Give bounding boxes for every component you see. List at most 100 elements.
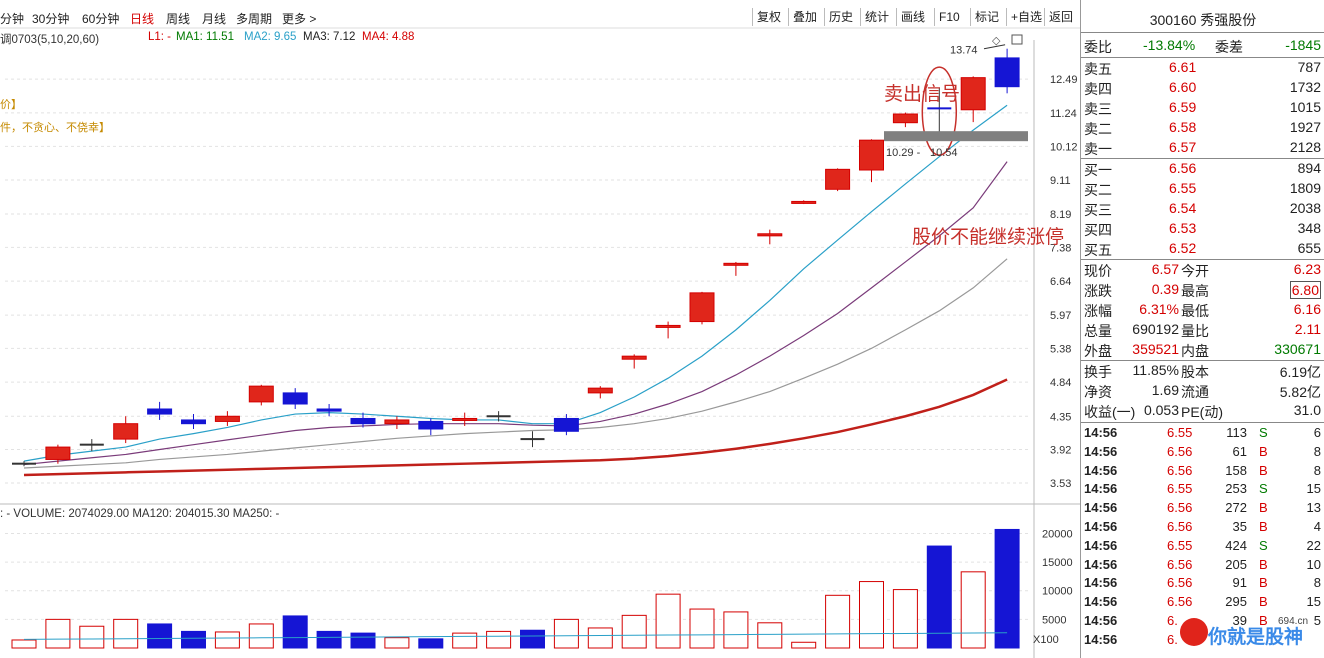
buy-level-label: 买四 — [1084, 222, 1112, 238]
tick-time: 14:56 — [1084, 462, 1118, 478]
candle-body — [927, 107, 952, 110]
sell-level-label: 卖二 — [1084, 121, 1112, 137]
fundamental-label: 净资 — [1084, 384, 1112, 400]
candle-body — [486, 415, 511, 418]
candle-body — [757, 233, 783, 237]
watermark-logo: 你就是股神 694.cn — [1180, 614, 1324, 658]
sell-level-label: 卖五 — [1084, 61, 1112, 77]
fundamental-label: 流通 — [1181, 384, 1209, 400]
stat-label: 涨幅 — [1084, 303, 1112, 319]
buy-level-volume: 1809 — [1289, 180, 1321, 196]
stat-value: 6.80 — [1289, 281, 1321, 299]
tick-time: 14:56 — [1084, 500, 1118, 516]
tick-side: B — [1259, 613, 1268, 628]
price-tick-label: 3.53 — [1050, 478, 1071, 490]
watermark-logo-icon — [1180, 618, 1208, 646]
volume-bar — [960, 571, 986, 649]
toolbar-button-0[interactable]: 复权 — [752, 8, 785, 26]
stat-label: 涨跌 — [1084, 283, 1112, 299]
period-tab-7[interactable]: 更多 > — [282, 12, 317, 26]
diamond-icon[interactable]: ◇ — [992, 35, 1001, 47]
candle-body — [655, 324, 681, 328]
period-tab-6[interactable]: 多周期 — [236, 12, 273, 26]
stat-value: 2.11 — [1294, 321, 1321, 337]
sell-signal-annotation: 卖出信号 — [884, 83, 961, 105]
weicha-value: -1845 — [1285, 37, 1321, 53]
tick-price: 6.56 — [1167, 519, 1193, 534]
buy-level-price: 6.56 — [1169, 160, 1197, 176]
toolbar-button-6[interactable]: 标记 — [970, 8, 1003, 26]
tick-count: 10 — [1306, 556, 1321, 572]
volume-bar — [926, 545, 952, 649]
tick-row: 14:56 6.56 91 B 8 — [1081, 574, 1324, 593]
quote-separator — [1081, 32, 1324, 33]
quote-separator — [1081, 360, 1324, 361]
buy-level-row: 买三 6.54 2038 — [1081, 199, 1324, 219]
stat-label: 量比 — [1181, 323, 1209, 339]
tick-price: 6.56 — [1167, 462, 1193, 478]
toolbar-button-4[interactable]: 画线 — [896, 8, 929, 26]
ma1-label: MA1: 11.51 — [176, 31, 234, 43]
tick-side: S — [1259, 425, 1268, 440]
toolbar-button-2[interactable]: 历史 — [824, 8, 857, 26]
watermark-text: 你就是股神 — [1208, 626, 1304, 648]
quote-separator — [1081, 259, 1324, 260]
tick-side: B — [1259, 500, 1268, 516]
stat-value: 6.31% — [1139, 301, 1179, 317]
no-limit-up-annotation: 股价不能继续涨停 — [912, 226, 1065, 248]
tick-volume: 295 — [1225, 594, 1247, 610]
quote-separator — [1081, 158, 1324, 159]
tick-row: 14:56 6.55 113 S 6 — [1081, 424, 1324, 443]
tick-side: B — [1259, 575, 1268, 591]
candle-body — [248, 385, 274, 403]
volume-ma-line — [23, 632, 1008, 640]
window-icon[interactable] — [1011, 34, 1023, 45]
period-tab-0[interactable]: 分钟 — [0, 12, 25, 26]
chart-area[interactable]: 12.49 11.24 10.12 9.11 8.19 7.38 6.64 5.97 5.38 4… — [0, 0, 1080, 658]
price-tick-label: 4.84 — [1050, 377, 1071, 389]
volume-bar — [45, 618, 71, 649]
period-tab-2[interactable]: 60分钟 — [82, 12, 120, 26]
sell-level-volume: 1732 — [1289, 79, 1321, 95]
buy-level-volume: 894 — [1297, 160, 1321, 176]
stat-label: 现价 — [1084, 263, 1112, 279]
toolbar-button-3[interactable]: 统计 — [860, 8, 893, 26]
volume-bar — [621, 614, 647, 649]
ma-line-ma4 — [23, 378, 1008, 477]
toolbar-button-8[interactable]: 返回 — [1044, 8, 1077, 26]
candle-body — [282, 392, 308, 405]
toolbar-button-1[interactable]: 叠加 — [788, 8, 821, 26]
tick-time: 14:56 — [1084, 537, 1118, 553]
period-tab-3[interactable]: 日线 — [130, 12, 155, 26]
sell-level-price: 6.57 — [1169, 139, 1197, 155]
tick-time: 14:56 — [1084, 519, 1118, 534]
tick-row: 14:56 6.56 61 B 8 — [1081, 443, 1324, 462]
stat-row: 总量 690192 量比 2.11 — [1081, 320, 1324, 340]
sell-level-volume: 787 — [1297, 59, 1321, 75]
buy-level-price: 6.52 — [1169, 240, 1197, 256]
chart-toolbar: 分钟 30分钟 60分钟 日线 周线 月线 多周期 更多 > 复权 叠加 历史 统计 画线 F10 标记 +自… — [0, 8, 1080, 28]
period-tab-4[interactable]: 周线 — [166, 12, 191, 26]
volume-bar — [892, 589, 918, 649]
candle-body — [316, 408, 342, 412]
tick-price: 6.56 — [1167, 575, 1193, 591]
tick-price: 6.56 — [1167, 500, 1193, 516]
volume-bar — [689, 608, 715, 649]
buy-level-price: 6.54 — [1169, 200, 1197, 216]
tick-row: 14:56 6.55 424 S 22 — [1081, 537, 1324, 556]
tick-row: 14:56 6.56 272 B 13 — [1081, 499, 1324, 518]
toolbar-button-7[interactable]: +自选 — [1006, 8, 1046, 26]
tick-volume: 272 — [1225, 500, 1247, 516]
period-tab-1[interactable]: 30分钟 — [32, 12, 70, 26]
toolbar-button-5[interactable]: F10 — [934, 8, 964, 26]
fundamental-row: 净资 1.69 流通 5.82亿 — [1081, 381, 1324, 401]
tick-count: 22 — [1306, 537, 1321, 553]
stat-label: 总量 — [1084, 323, 1112, 339]
buy-level-row: 买五 6.52 655 — [1081, 239, 1324, 259]
kline-chart[interactable]: 12.49 11.24 10.12 9.11 8.19 7.38 6.64 5.97 5.38 4… — [0, 0, 1080, 658]
ma-line-ma3 — [23, 258, 1008, 469]
volume-bar — [282, 615, 308, 649]
stat-row: 现价 6.57 今开 6.23 — [1081, 260, 1324, 280]
quote-panel: 300160 秀强股份 委比 -13.84% 委差 -1845 卖五 6.61 787 卖四 6… — [1080, 0, 1324, 658]
period-tab-5[interactable]: 月线 — [202, 12, 227, 26]
